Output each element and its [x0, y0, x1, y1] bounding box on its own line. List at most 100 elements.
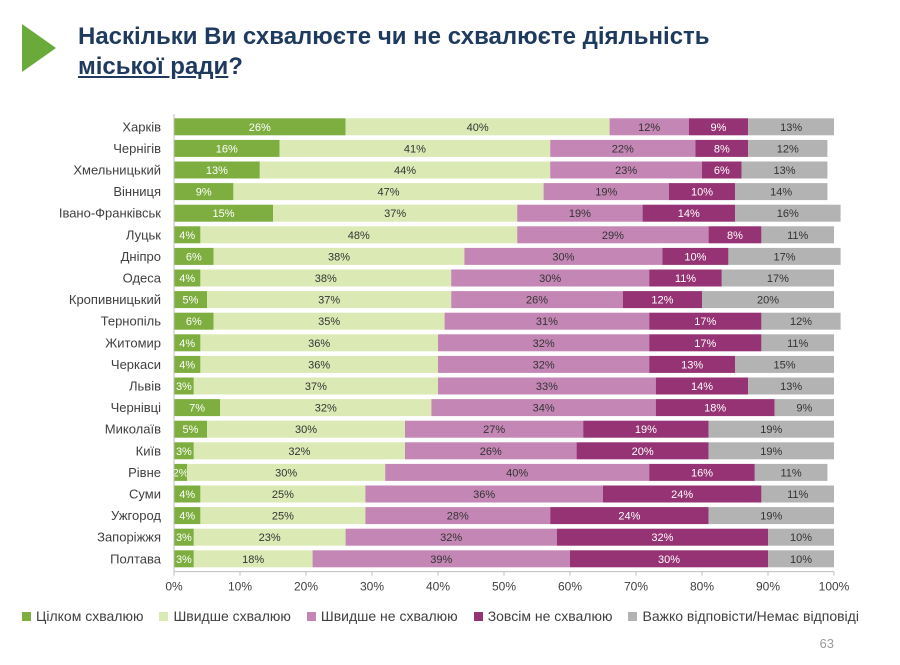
x-tick-label: 30%	[360, 580, 384, 594]
data-label: 26%	[526, 295, 548, 307]
data-label: 34%	[533, 403, 555, 415]
data-label: 4%	[179, 338, 195, 350]
bar-segment	[365, 485, 603, 503]
data-label: 32%	[315, 403, 337, 415]
bar-segment	[768, 528, 834, 546]
data-label: 3%	[176, 381, 192, 393]
data-label: 37%	[318, 295, 340, 307]
bar-segment	[517, 204, 643, 222]
bar-segment	[174, 183, 234, 201]
data-label: 22%	[612, 143, 634, 155]
data-label: 35%	[318, 316, 340, 328]
data-label: 32%	[440, 532, 462, 544]
bar-segment	[174, 528, 194, 546]
bar-segment	[649, 355, 735, 373]
data-label: 39%	[430, 554, 452, 566]
bar-segment	[200, 269, 452, 287]
bar-segment	[622, 291, 702, 309]
data-label: 3%	[176, 446, 192, 458]
bar-segment	[200, 485, 366, 503]
legend-item: Зовсім не схвалюю	[473, 608, 613, 624]
legend-label: Швидше схвалюю	[173, 608, 291, 624]
data-label: 8%	[727, 230, 743, 242]
bar-segment	[220, 399, 432, 417]
bar-segment	[649, 334, 762, 352]
bar-segment	[603, 485, 762, 503]
bar-segment	[207, 420, 405, 438]
legend-label: Зовсім не схвалюю	[487, 608, 613, 624]
bar-segment	[174, 399, 221, 417]
data-label: 32%	[533, 338, 555, 350]
data-label: 13%	[773, 165, 795, 177]
bar-segment	[708, 442, 834, 460]
x-tick-label: 70%	[624, 580, 648, 594]
data-label: 48%	[348, 230, 370, 242]
data-label: 10%	[790, 554, 812, 566]
legend-swatch	[22, 611, 31, 621]
data-label: 20%	[632, 446, 654, 458]
data-label: 11%	[787, 230, 808, 242]
bar-segment	[748, 118, 834, 136]
data-label: 31%	[536, 316, 558, 328]
category-label: Полтава	[110, 551, 162, 566]
data-label: 11%	[787, 338, 808, 350]
data-label: 6%	[186, 316, 202, 328]
data-label: 36%	[308, 359, 330, 371]
data-label: 14%	[691, 381, 713, 393]
bar-segment	[708, 507, 834, 525]
bar-segment	[464, 247, 663, 265]
x-tick-label: 100%	[819, 580, 850, 594]
bar-segment	[174, 550, 194, 568]
bar-segment	[174, 247, 214, 265]
data-label: 11%	[675, 273, 696, 285]
bar-segment	[405, 442, 577, 460]
bar-segment	[649, 312, 762, 330]
x-tick-label: 40%	[426, 580, 450, 594]
bar-segment	[213, 247, 465, 265]
bar-segment	[761, 485, 834, 503]
bar-segment	[365, 507, 551, 525]
legend-label: Важко відповісти/Немає відповіді	[642, 608, 859, 624]
category-label: Кропивницький	[69, 292, 161, 307]
data-label: 44%	[394, 165, 416, 177]
bar-segment	[774, 399, 834, 417]
data-label: 47%	[377, 187, 399, 199]
bar-segment	[174, 485, 201, 503]
bar-segment	[174, 355, 201, 373]
title-suffix: ?	[228, 53, 243, 80]
category-label: Харків	[122, 119, 161, 134]
data-label: 26%	[480, 446, 502, 458]
bar-segment	[174, 507, 201, 525]
data-label: 4%	[179, 511, 195, 523]
bar-segment	[431, 399, 656, 417]
category-label: Київ	[136, 443, 161, 458]
bar-segment	[259, 161, 551, 179]
data-label: 12%	[638, 122, 660, 134]
category-label: Суми	[129, 487, 161, 502]
data-label: 30%	[539, 273, 561, 285]
legend-item: Важко відповісти/Немає відповіді	[628, 608, 859, 624]
category-label: Ужгород	[111, 508, 161, 523]
data-label: 4%	[179, 273, 195, 285]
category-label: Луцьк	[126, 227, 161, 242]
x-tick-label: 0%	[165, 580, 183, 594]
x-tick-label: 50%	[492, 580, 516, 594]
data-label: 4%	[179, 230, 195, 242]
data-label: 5%	[183, 424, 199, 436]
bar-segment	[345, 118, 610, 136]
data-label: 40%	[467, 122, 489, 134]
data-label: 17%	[694, 316, 716, 328]
bar-segment	[655, 377, 749, 395]
bar-segment	[735, 204, 841, 222]
data-label: 29%	[602, 230, 624, 242]
data-label: 10%	[790, 532, 812, 544]
bar-segment	[174, 118, 346, 136]
data-label: 11%	[780, 467, 801, 479]
title-underlined: міської ради	[78, 53, 229, 80]
data-label: 23%	[615, 165, 637, 177]
category-label: Тернопіль	[101, 314, 162, 329]
bar-segment	[735, 355, 834, 373]
bar-segment	[721, 269, 834, 287]
legend-label: Цілком схвалюю	[36, 608, 144, 624]
bar-segment	[174, 204, 273, 222]
